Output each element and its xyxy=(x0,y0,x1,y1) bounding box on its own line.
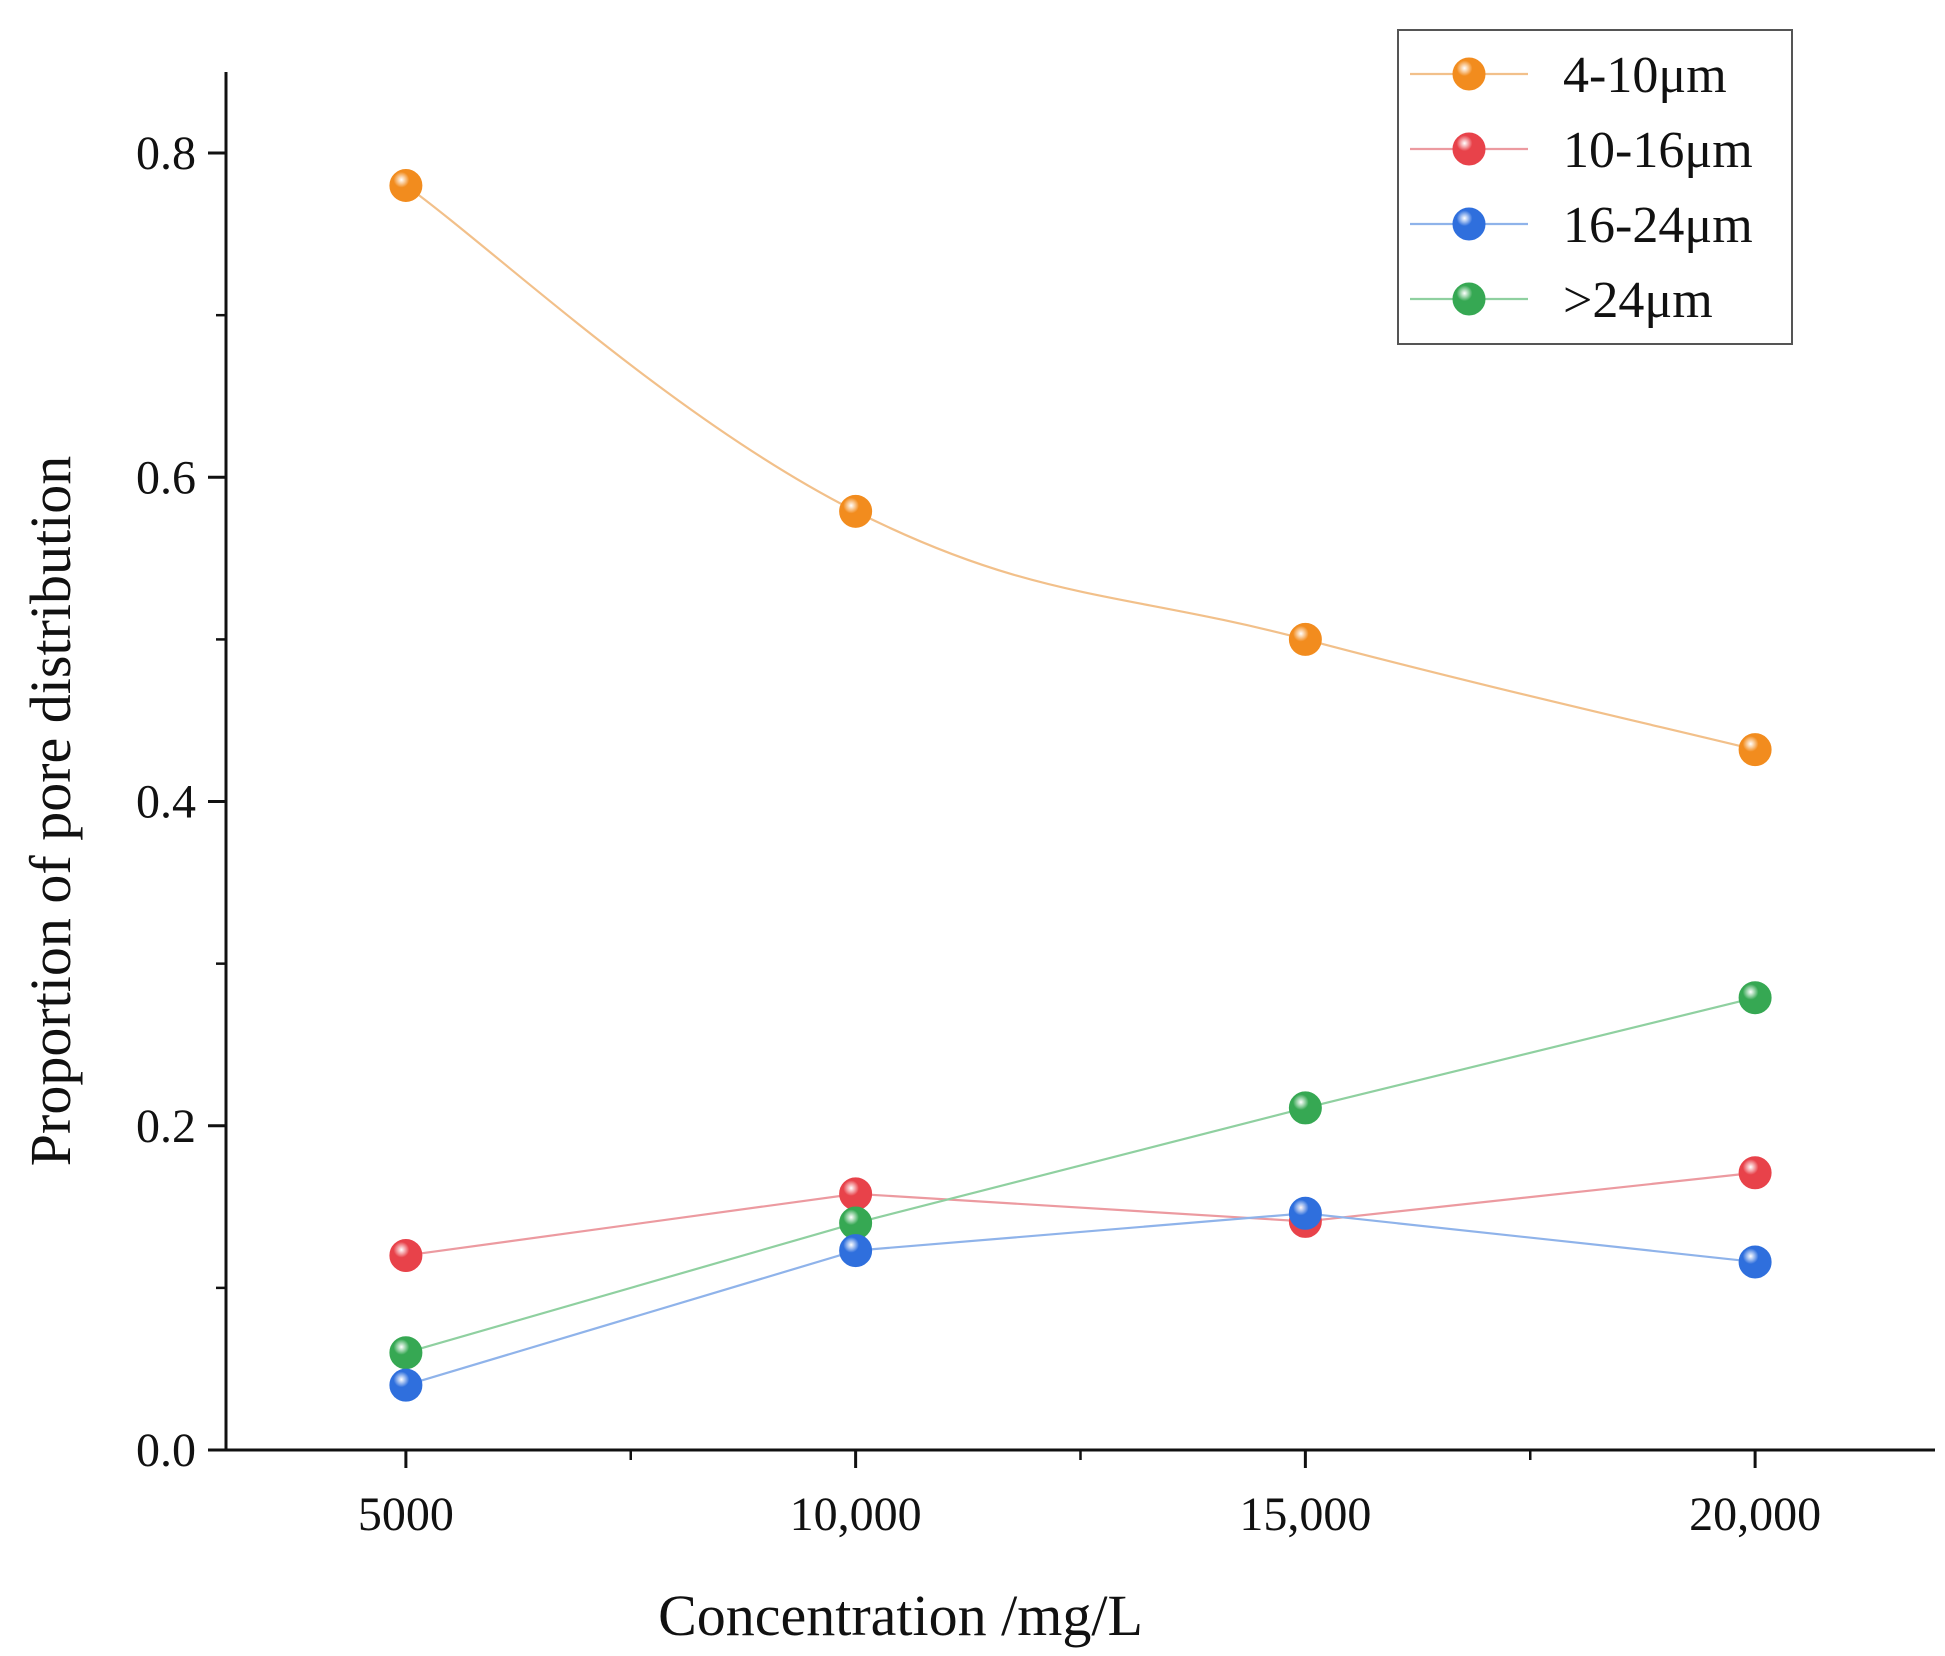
y-tick-label: 0.0 xyxy=(136,1424,196,1477)
legend-label: 4-10μm xyxy=(1563,47,1727,104)
legend-item: >24μm xyxy=(1410,272,1713,329)
data-point xyxy=(1738,981,1772,1015)
y-tick-label: 0.8 xyxy=(136,127,196,180)
series-line xyxy=(405,1171,1756,1257)
data-point xyxy=(1738,1156,1772,1190)
x-tick-label: 15,000 xyxy=(1239,1488,1371,1541)
series-4 xyxy=(389,981,1772,1370)
axes: 0.0 0.2 0.4 0.6 0.8 5000 10,000 15,000 20,000 Con… xyxy=(18,72,1935,1648)
data-point xyxy=(389,1368,423,1402)
series-3 xyxy=(389,1196,1772,1402)
data-point xyxy=(389,1336,423,1370)
y-tick-label: 0.4 xyxy=(136,776,196,829)
legend-item: 16-24μm xyxy=(1410,197,1753,254)
x-tick-label: 5000 xyxy=(358,1488,454,1541)
legend-marker xyxy=(1452,57,1486,91)
y-axis-title: Proportion of pore distribution xyxy=(18,456,83,1166)
y-tick-label: 0.6 xyxy=(136,451,196,504)
legend-marker xyxy=(1452,132,1486,166)
series-line xyxy=(405,996,1756,1354)
data-point xyxy=(1288,1196,1322,1230)
legend-item: 4-10μm xyxy=(1410,47,1727,104)
series-1 xyxy=(389,168,1772,767)
data-point xyxy=(389,168,423,202)
legend-marker xyxy=(1452,282,1486,316)
x-axis-title: Concentration /mg/L xyxy=(658,1583,1143,1648)
legend-label: 16-24μm xyxy=(1563,197,1753,254)
series-line xyxy=(405,1212,1756,1387)
data-point xyxy=(1738,733,1772,767)
x-tick-label: 10,000 xyxy=(790,1488,922,1541)
data-point xyxy=(1738,1245,1772,1279)
series-layer xyxy=(389,168,1772,1402)
series-line xyxy=(405,184,1756,751)
legend-label: >24μm xyxy=(1563,272,1713,329)
legend-item: 10-16μm xyxy=(1410,122,1753,179)
data-point xyxy=(1288,622,1322,656)
series-2 xyxy=(389,1156,1772,1272)
data-point xyxy=(389,1238,423,1272)
data-point xyxy=(1288,1091,1322,1125)
data-point xyxy=(839,1177,873,1211)
legend-label: 10-16μm xyxy=(1563,122,1753,179)
data-point xyxy=(839,1234,873,1268)
legend: 4-10μm 10-16μm 16-24μm >24μm xyxy=(1397,29,1793,345)
legend-marker xyxy=(1452,207,1486,241)
data-point xyxy=(839,494,873,528)
x-tick-label: 20,000 xyxy=(1689,1488,1821,1541)
y-tick-label: 0.2 xyxy=(136,1100,196,1153)
